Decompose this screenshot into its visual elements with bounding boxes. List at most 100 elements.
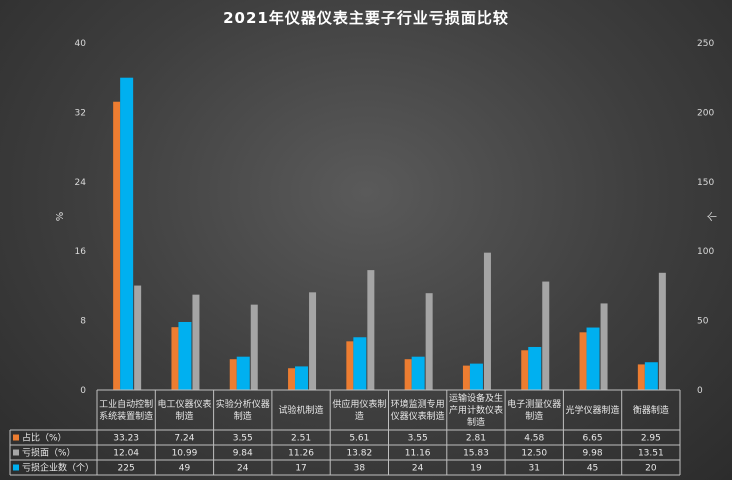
data-label: 31	[529, 464, 540, 474]
bar-loss-count	[178, 321, 192, 390]
data-label: 13.51	[638, 449, 664, 459]
x-category-label: 制造	[234, 410, 252, 422]
data-label: 12.50	[521, 449, 547, 459]
bar-loss-rate	[250, 304, 258, 390]
x-category-label: 衡器制造	[633, 404, 669, 416]
y-tick-label: 40	[75, 39, 87, 49]
y2-tick-label: 150	[697, 178, 714, 188]
y2-tick-label: 200	[697, 108, 714, 118]
bar-loss-count	[353, 337, 367, 390]
legend-swatch	[13, 434, 19, 441]
x-category-label: 环境监测专用	[391, 398, 445, 410]
bar-loss-rate	[483, 252, 491, 390]
bar-share	[404, 359, 412, 390]
bar-loss-count	[528, 346, 542, 390]
data-label: 7.24	[174, 434, 194, 444]
data-label: 2.95	[641, 434, 661, 444]
x-category-label: 仪器仪表制造	[391, 410, 445, 422]
bar-loss-rate	[600, 303, 608, 390]
legend-swatch	[13, 464, 19, 471]
x-category-label: 制造	[175, 410, 193, 422]
data-label: 9.84	[233, 449, 253, 459]
data-label: 15.83	[463, 449, 489, 459]
bar-loss-count	[469, 363, 483, 390]
bar-loss-count	[236, 356, 250, 390]
y-tick-label: 0	[80, 386, 86, 396]
bar-loss-count	[411, 356, 425, 390]
x-category-label: 实验分析仪器	[216, 398, 270, 410]
x-category-label: 系统装置制造	[99, 410, 153, 422]
bar-loss-rate	[309, 292, 317, 390]
x-category-label: 工业自动控制	[99, 398, 153, 410]
bar-loss-rate	[542, 281, 550, 390]
bar-share	[229, 359, 237, 390]
bar-loss-count	[586, 327, 600, 390]
bar-loss-count	[295, 366, 309, 390]
bar-loss-rate	[134, 285, 142, 390]
data-label: 24	[412, 464, 424, 474]
data-label: 4.58	[524, 434, 544, 444]
data-label: 19	[470, 464, 482, 474]
y-tick-label: 16	[75, 247, 87, 257]
legend-label: 占比（%）	[22, 432, 67, 444]
chart-title: 2021年仪器仪表主要子行业亏损面比较	[223, 9, 509, 27]
bar-loss-rate	[367, 270, 375, 390]
y2-axis-label: 个	[707, 212, 719, 222]
bar-loss-rate	[658, 272, 666, 390]
data-label: 2.81	[466, 434, 486, 444]
bar-share	[637, 364, 645, 390]
x-category-label: 运输设备及生	[449, 392, 503, 404]
data-label: 10.99	[172, 449, 198, 459]
bar-share	[113, 101, 121, 391]
bar-loss-rate	[425, 293, 433, 390]
data-label: 225	[118, 464, 135, 474]
data-label: 49	[179, 464, 191, 474]
x-category-label: 产用计数仪表	[449, 404, 503, 416]
bar-share	[171, 327, 179, 390]
data-label: 11.26	[288, 449, 314, 459]
bar-loss-rate	[192, 294, 200, 390]
x-category-label: 电工仪器仪表	[157, 398, 211, 410]
x-category-label: 供应用仪表制	[332, 398, 386, 410]
data-label: 24	[237, 464, 249, 474]
bar-share	[521, 350, 529, 390]
y-tick-label: 8	[80, 317, 86, 327]
data-label: 13.82	[346, 449, 372, 459]
y-axis-label: %	[55, 212, 66, 222]
data-label: 45	[587, 464, 598, 474]
data-label: 12.04	[113, 449, 139, 459]
data-label: 20	[645, 464, 657, 474]
data-label: 38	[354, 464, 366, 474]
data-label: 2.51	[291, 434, 311, 444]
data-label: 3.55	[233, 434, 253, 444]
x-category-label: 制造	[525, 410, 543, 422]
x-category-label: 试验机制造	[279, 404, 324, 416]
data-label: 5.61	[349, 434, 369, 444]
legend-label: 亏损面（%）	[22, 447, 76, 459]
legend-swatch	[13, 449, 19, 456]
y-tick-label: 24	[75, 178, 87, 188]
bar-share	[288, 368, 296, 390]
x-category-label: 制造	[467, 416, 485, 428]
data-label: 17	[295, 464, 306, 474]
legend-label: 亏损企业数（个）	[22, 462, 94, 474]
bar-loss-count	[644, 362, 658, 390]
y2-tick-label: 50	[697, 317, 709, 327]
data-label: 9.98	[583, 449, 603, 459]
y2-tick-label: 0	[697, 386, 703, 396]
bar-share	[579, 332, 587, 390]
data-label: 6.65	[583, 434, 603, 444]
x-category-label: 造	[355, 410, 364, 422]
data-label: 33.23	[113, 434, 139, 444]
y2-tick-label: 100	[697, 247, 714, 257]
x-category-label: 电子测量仪器	[507, 398, 561, 410]
x-category-label: 光学仪器制造	[566, 404, 620, 416]
bar-share	[346, 341, 354, 390]
bar-share	[462, 365, 470, 390]
bar-loss-count	[120, 77, 134, 390]
data-label: 11.16	[405, 449, 431, 459]
data-label: 3.55	[408, 434, 428, 444]
y-tick-label: 32	[75, 108, 86, 118]
